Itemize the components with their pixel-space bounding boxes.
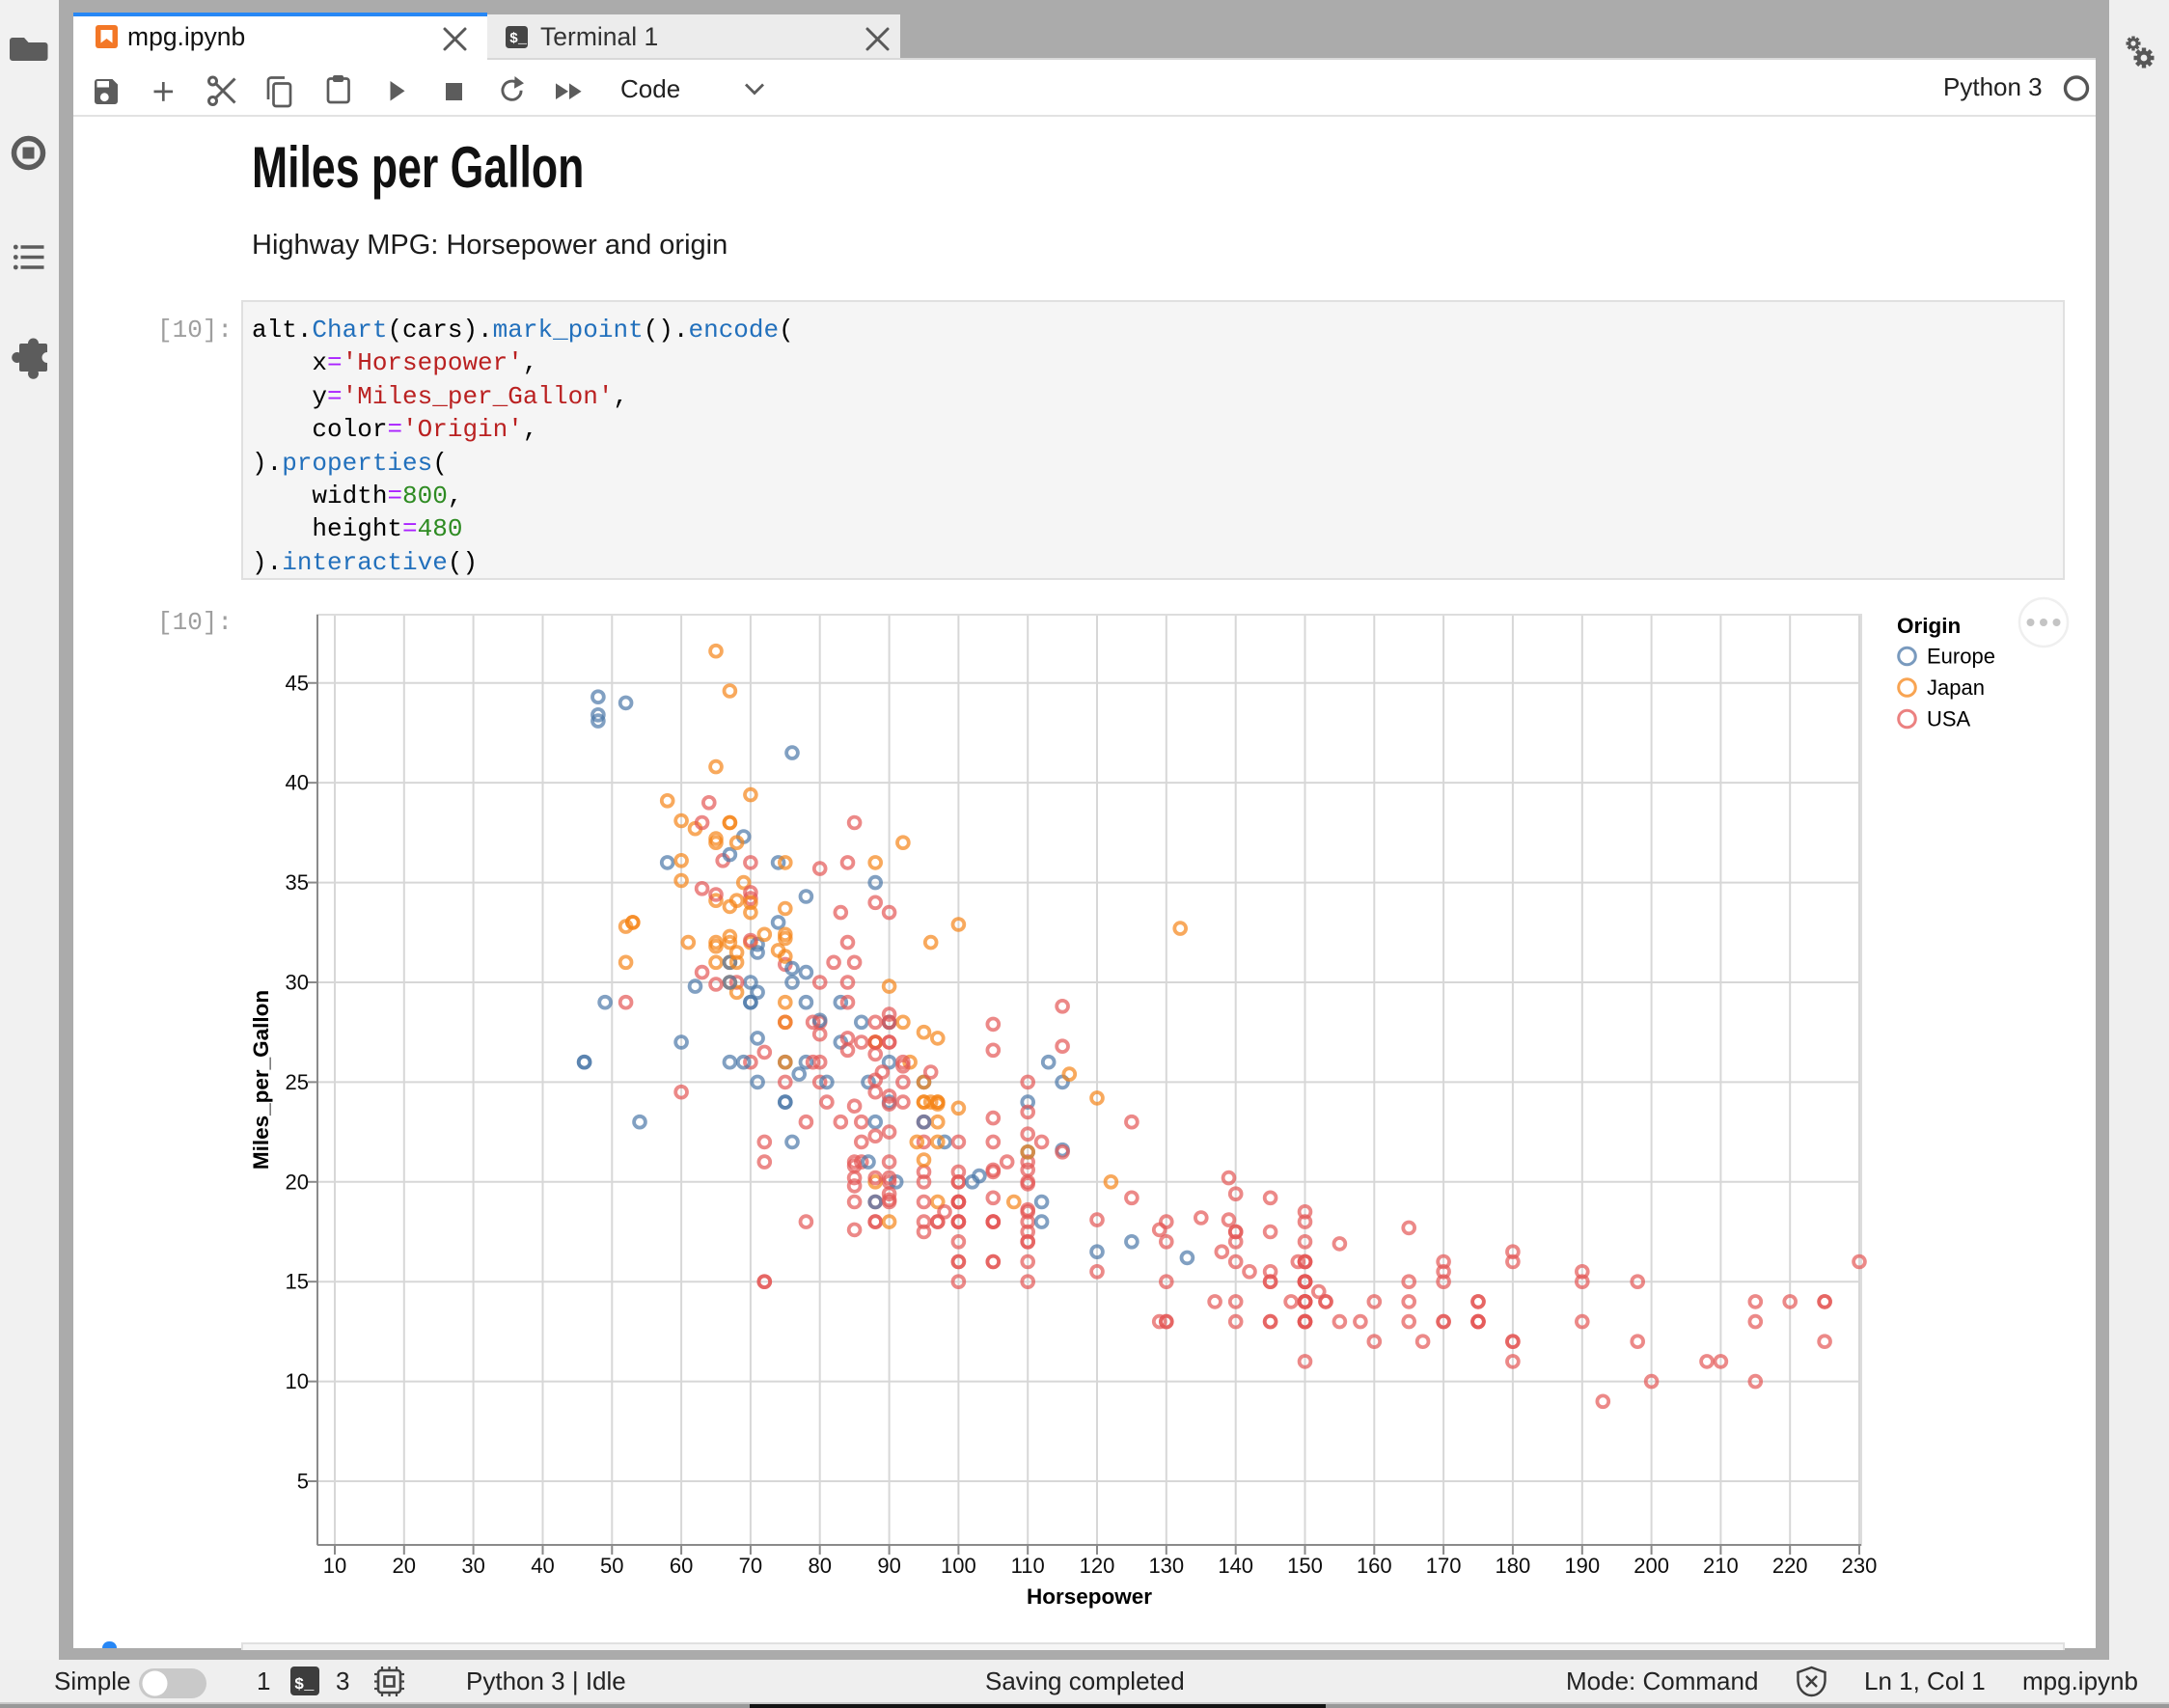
svg-text:60: 60 (670, 1554, 693, 1578)
svg-text:150: 150 (1287, 1554, 1323, 1578)
svg-text:Japan: Japan (1927, 675, 1985, 700)
svg-text:90: 90 (877, 1554, 900, 1578)
svg-text:20: 20 (393, 1554, 416, 1578)
svg-text:100: 100 (941, 1554, 976, 1578)
svg-text:$_: $_ (509, 31, 528, 47)
svg-text:15: 15 (286, 1270, 309, 1294)
svg-text:40: 40 (286, 771, 309, 795)
svg-text:USA: USA (1927, 707, 1971, 731)
svg-text:110: 110 (1011, 1554, 1045, 1578)
svg-text:Miles_per_Gallon: Miles_per_Gallon (249, 990, 273, 1170)
svg-text:25: 25 (286, 1070, 309, 1094)
svg-text:210: 210 (1703, 1554, 1739, 1578)
svg-text:45: 45 (286, 671, 309, 695)
svg-text:20: 20 (286, 1170, 309, 1194)
svg-text:Horsepower: Horsepower (1027, 1584, 1152, 1609)
svg-text:10: 10 (286, 1369, 309, 1393)
svg-text:Europe: Europe (1927, 645, 1995, 669)
svg-text:Origin: Origin (1897, 614, 1961, 638)
svg-text:$_: $_ (294, 1676, 315, 1694)
svg-text:220: 220 (1772, 1554, 1808, 1578)
svg-text:130: 130 (1148, 1554, 1184, 1578)
svg-text:160: 160 (1357, 1554, 1392, 1578)
svg-text:5: 5 (297, 1470, 309, 1494)
svg-text:120: 120 (1080, 1554, 1115, 1578)
svg-text:40: 40 (531, 1554, 554, 1578)
svg-text:180: 180 (1496, 1554, 1531, 1578)
svg-text:50: 50 (600, 1554, 623, 1578)
svg-text:200: 200 (1634, 1554, 1669, 1578)
svg-text:230: 230 (1842, 1554, 1878, 1578)
svg-text:190: 190 (1564, 1554, 1600, 1578)
svg-text:10: 10 (323, 1554, 346, 1578)
svg-text:140: 140 (1218, 1554, 1253, 1578)
svg-text:30: 30 (286, 971, 309, 995)
svg-text:35: 35 (286, 870, 309, 895)
svg-text:170: 170 (1426, 1554, 1462, 1578)
svg-text:80: 80 (808, 1554, 831, 1578)
svg-text:30: 30 (461, 1554, 484, 1578)
svg-text:70: 70 (739, 1554, 762, 1578)
